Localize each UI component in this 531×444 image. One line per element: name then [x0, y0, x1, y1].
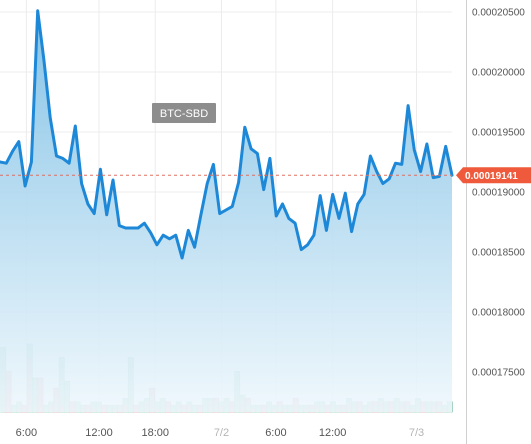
y-tick-label: 0.00020000 [472, 68, 525, 79]
x-tick-label: 6:00 [265, 427, 286, 439]
pair-label: BTC-SBD [160, 108, 208, 120]
last-price-tag-shape [456, 167, 531, 184]
last-price-value: 0.00019141 [465, 171, 518, 182]
x-tick-label: 7/2 [214, 427, 229, 439]
x-tick-label: 18:00 [141, 427, 169, 439]
x-tick-label: 12:00 [85, 427, 113, 439]
y-tick-label: 0.00017500 [472, 368, 525, 379]
y-axis-labels: 0.00017500 0.00018000 0.00018500 0.00019000… [472, 8, 525, 379]
pair-badge: BTC-SBD [152, 103, 216, 123]
last-price-tag: 0.00019141 [456, 167, 531, 184]
x-tick-label: 7/3 [409, 427, 424, 439]
x-tick-label: 6:00 [16, 427, 37, 439]
x-axis-labels: 6:00 12:00 18:00 7/2 6:00 12:00 7/3 [16, 427, 425, 439]
y-tick-label: 0.00019500 [472, 128, 525, 139]
y-tick-label: 0.00018500 [472, 248, 525, 259]
y-tick-label: 0.00018000 [472, 308, 525, 319]
y-tick-label: 0.00020500 [472, 8, 525, 19]
x-tick-label: 12:00 [319, 427, 347, 439]
y-tick-label: 0.00019000 [472, 188, 525, 199]
price-line [0, 9, 454, 260]
